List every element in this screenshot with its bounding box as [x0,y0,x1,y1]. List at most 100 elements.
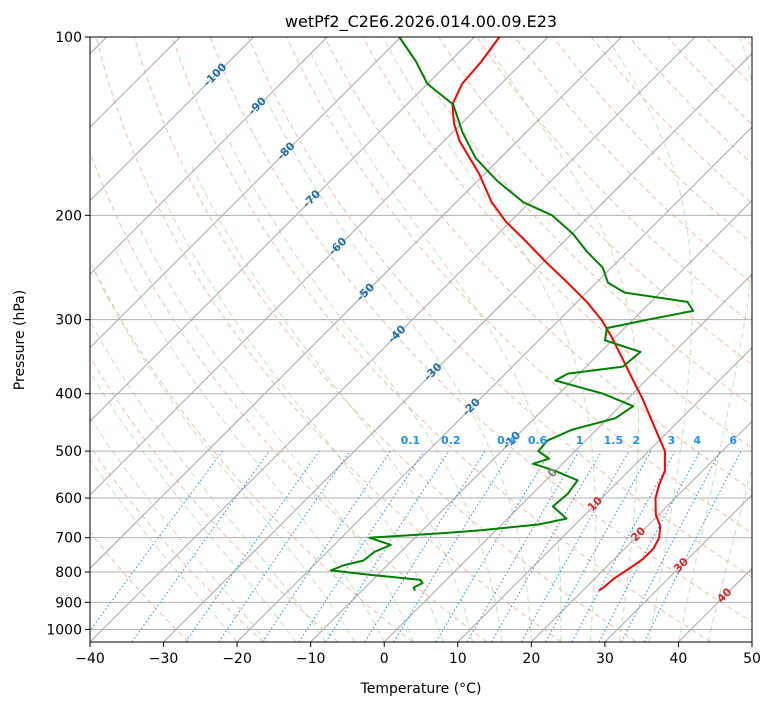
x-tick-label: 40 [670,651,688,667]
y-tick-label: 900 [55,595,82,611]
mixing-ratio-line [521,450,630,642]
x-tick-label: 10 [449,651,467,667]
mixing-ratio-label: 0.1 [401,434,421,447]
mixing-ratio-line [185,450,320,642]
isotherm-line [90,37,328,275]
dry-adiabat [90,356,339,642]
x-tick-label: −20 [222,651,252,667]
x-axis: −40 −30 −20 −10 0 10 20 30 40 50 [75,642,761,667]
mixing-ratio-line [393,450,513,642]
mixing-ratio-line [131,450,270,642]
moist-adiabat [191,165,473,642]
isotherm-line [383,273,752,642]
mixing-ratio-line [325,450,450,642]
dry-adiabat [247,37,752,578]
moist-adiabat [90,320,326,642]
dry-adiabat [514,37,752,284]
mixing-ratio-line [90,450,223,632]
dry-adiabat [209,37,752,623]
isotherm-label: -50 [354,280,377,303]
mixing-ratio-label: 2 [632,434,640,447]
isotherm-line [90,37,475,422]
mixing-ratio-line [598,450,701,642]
moist-adiabat [308,49,562,642]
dry-adiabat [704,37,752,86]
y-tick-label: 100 [55,30,82,46]
moist-adiabat [161,195,444,642]
isotherm-label: -40 [385,322,408,345]
y-tick-label: 200 [55,208,82,224]
dry-adiabat [171,37,712,642]
dry-adiabat [90,259,413,642]
moist-adiabat [90,370,297,642]
mixing-ratio-label: 0.2 [441,434,461,447]
x-tick-label: −30 [149,651,179,667]
x-axis-label: Temperature (°C) [360,681,482,697]
line-labels: -100-90-80-70-60-50-40-30-20-10010203040… [201,60,766,605]
mixing-ratio-line [364,450,486,642]
y-tick-label: 300 [55,313,82,329]
mixing-ratio-label: 8 [758,434,766,447]
y-tick-label: 1000 [46,622,82,638]
y-axis-label: Pressure (hPa) [12,290,28,390]
isotherm-label: -60 [326,235,349,258]
dry-adiabat [666,37,752,126]
mixing-ratio-label: 3 [668,434,676,447]
isotherm-line [90,37,622,570]
moist-adiabat [677,37,752,642]
isotherm-label: 10 [585,494,605,514]
mixing-ratio-label: 1.5 [604,434,624,447]
mixing-ratio-label: 4 [693,434,701,447]
mixing-ratio-label: 6 [729,434,737,447]
isotherm-line [90,37,402,349]
dry-adiabat [286,37,752,534]
x-tick-label: −40 [75,651,105,667]
moist-adiabat [707,466,752,642]
isotherm-label: -80 [274,139,297,162]
isotherm-line [90,37,254,202]
dry-adiabat [590,37,752,204]
isotherm-line [236,126,752,642]
dry-adiabat [90,150,488,642]
isotherm-line [678,567,752,642]
dry-adiabat [95,37,562,642]
isotherm-line [751,641,752,642]
background-grid [90,37,752,642]
moist-adiabat [90,458,238,642]
mixing-ratio-line [643,450,742,642]
mixing-ratio-label: 0.6 [528,434,548,447]
mixing-ratio-label: 0.4 [497,434,517,447]
moist-adiabat [482,37,639,642]
y-tick-label: 700 [55,531,82,547]
x-tick-label: 20 [522,651,540,667]
moist-adiabat [382,37,597,642]
mixing-ratio-line [262,450,391,642]
chart-title: wetPf2_C2E6.2026.014.00.09.E23 [285,12,557,32]
dry-adiabat [552,37,752,244]
moist-adiabat [90,416,267,642]
dry-adiabat [133,37,637,642]
mixing-ratio-line [571,450,676,642]
dry-adiabat [90,445,264,642]
x-tick-label: −10 [296,651,326,667]
isotherm-label: -90 [246,94,269,117]
x-tick-label: 30 [596,651,614,667]
isotherm-line [531,420,752,642]
isotherm-line [457,347,752,642]
moist-adiabat [263,94,532,642]
y-tick-label: 500 [55,444,82,460]
isotherm-line [163,52,752,642]
moist-adiabat [112,245,385,642]
x-tick-label: 0 [380,651,389,667]
moist-adiabat [91,267,356,642]
y-tick-label: 800 [55,565,82,581]
moist-adiabat [606,37,693,642]
series-layer [329,37,695,592]
dry-adiabat [743,37,752,47]
temperature-profile [451,37,666,592]
y-tick-label: 400 [55,387,82,403]
y-tick-label: 600 [55,491,82,507]
y-axis: 100 200 300 400 500 600 700 800 900 1000 [46,30,90,638]
mixing-ratio-label: 1 [576,434,584,447]
